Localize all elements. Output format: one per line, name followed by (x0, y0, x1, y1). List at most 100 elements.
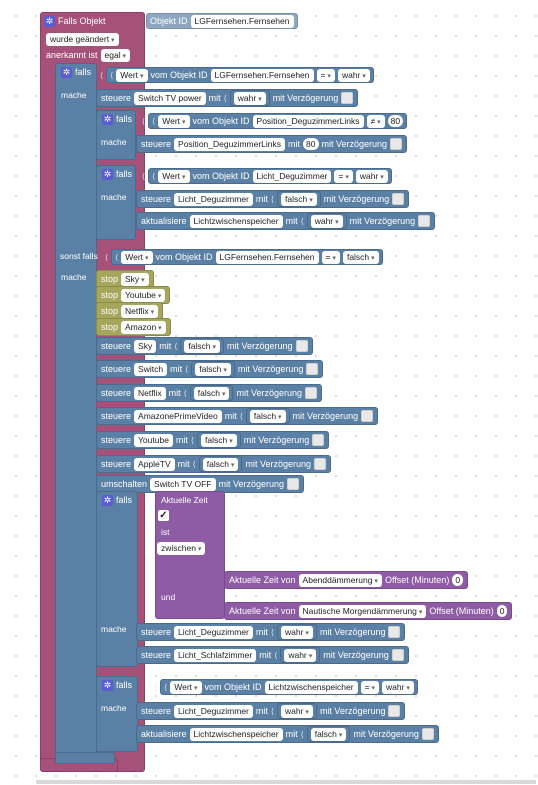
delay-checkbox[interactable] (388, 626, 401, 638)
value-block[interactable]: falsch (277, 191, 321, 207)
value-block[interactable]: wahr (280, 647, 321, 663)
value-block[interactable]: falsch (198, 456, 243, 472)
trigger-dropdown[interactable]: Netflix (121, 304, 159, 318)
if1-condition[interactable]: ⟨ ⟨ Wert vom Objekt ID LGFernsehen.Ferns… (96, 66, 378, 84)
delay-checkbox[interactable] (287, 478, 300, 490)
operator-dropdown[interactable]: = (316, 68, 335, 82)
delay-checkbox[interactable] (392, 193, 405, 205)
stop-block[interactable]: stop Netflix (96, 302, 164, 320)
steuere-block[interactable]: steuere Sky mit ⟨ falsch mit Verzögerung (96, 337, 313, 355)
delay-checkbox[interactable] (421, 728, 434, 740)
trigger-dropdown[interactable]: wurde geändert (46, 32, 119, 46)
value-dropdown[interactable]: falsch (281, 192, 317, 206)
ack-dropdown[interactable]: egal (100, 48, 131, 62)
gear-icon[interactable]: ✲ (102, 113, 113, 125)
object-field[interactable]: Lichtzwischenspeicher (189, 214, 283, 228)
object-field[interactable]: AppleTV (134, 457, 175, 471)
object-field[interactable]: Netflix (134, 386, 166, 400)
stop-block[interactable]: stop Sky (96, 270, 154, 288)
value-dropdown[interactable]: falsch (249, 409, 286, 423)
value-block[interactable]: falsch (191, 361, 235, 377)
object-id-block[interactable]: Objekt ID LGFernsehen.Fernsehen (146, 13, 298, 29)
value-dropdown[interactable]: Wert (170, 680, 202, 694)
number-field[interactable]: 80 (303, 138, 319, 150)
nested-a-condition[interactable]: ⟨ ⟨ Wert vom Objekt ID Position_Deguzimm… (138, 112, 411, 130)
delay-checkbox[interactable] (295, 340, 308, 352)
object-field[interactable]: Sky (134, 339, 157, 353)
steuere-block[interactable]: steuere AppleTV mit ⟨ falsch mit Verzöge… (96, 455, 331, 473)
value-dropdown[interactable]: wahr (281, 704, 313, 718)
stop-block[interactable]: stop Amazon (96, 318, 171, 336)
delay-checkbox[interactable] (391, 649, 404, 661)
object-field[interactable]: Licht_Deguzimmer (174, 704, 253, 718)
delay-checkbox[interactable] (390, 138, 403, 150)
time-value-block[interactable]: Aktuelle Zeit von Abenddämmerung Offset … (224, 571, 469, 589)
gear-icon[interactable]: ✲ (102, 494, 113, 506)
value-dropdown[interactable]: falsch (201, 433, 237, 447)
delay-checkbox[interactable] (361, 410, 374, 422)
steuere-block[interactable]: steuere Switch TV power mit ⟨ wahr mit V… (96, 89, 359, 107)
value-block[interactable]: wahr (306, 213, 347, 229)
steuere-block[interactable]: steuere Switch mit ⟨ falsch mit Verzöger… (96, 360, 324, 378)
object-field[interactable]: Licht_Deguzimmer (174, 192, 253, 206)
delay-checkbox[interactable] (341, 92, 354, 104)
nested-b-condition[interactable]: ⟨ ⟨ Wert vom Objekt ID Licht_Deguzimmer … (138, 167, 396, 185)
compare-block[interactable]: ⟨ Wert vom Objekt ID Lichtzwischenspeich… (160, 679, 418, 695)
horizontal-scrollbar[interactable] (36, 780, 536, 784)
delay-checkbox[interactable] (418, 215, 431, 227)
object-field[interactable]: Position_DeguzimmerLinks (174, 137, 286, 151)
steuere-block[interactable]: steuere Licht_Schlafzimmer mit ⟨ wahr mi… (136, 646, 409, 664)
object-field[interactable]: Licht_Deguzimmer (174, 625, 253, 639)
steuere-block[interactable]: steuere Netflix mit ⟨ falsch mit Verzöge… (96, 384, 323, 402)
value-dropdown[interactable]: wahr (284, 648, 317, 662)
value-dropdown[interactable]: Wert (158, 169, 190, 183)
object-field[interactable]: AmazonePrimeVideo (134, 409, 222, 423)
event-header[interactable]: ✲ Falls Objekt (40, 12, 145, 30)
steuere-block[interactable]: steuere Licht_Deguzimmer mit ⟨ falsch mi… (136, 190, 410, 208)
value-block[interactable]: falsch (189, 385, 234, 401)
offset-field[interactable]: 0 (452, 574, 464, 586)
value-dropdown[interactable]: wahr (281, 625, 313, 639)
object-field[interactable]: Switch TV power (134, 91, 206, 105)
object-field[interactable]: Licht_Schlafzimmer (174, 648, 257, 662)
trigger-dropdown[interactable]: Sky (121, 272, 149, 286)
stop-block[interactable]: stop Youtube (96, 286, 171, 304)
value-block[interactable]: falsch (180, 338, 225, 354)
delay-checkbox[interactable] (305, 387, 318, 399)
object-field[interactable]: LGFernsehen.Fernsehen (215, 250, 319, 264)
value-block[interactable]: wahr (277, 703, 317, 719)
time-value-block[interactable]: Aktuelle Zeit von Nautische Morgendämmer… (224, 602, 513, 620)
time-if-block[interactable] (96, 491, 138, 667)
time-checkbox[interactable]: ✓ (158, 510, 169, 521)
gear-icon[interactable]: ✲ (61, 66, 72, 78)
object-field[interactable]: Switch (134, 362, 168, 376)
delay-checkbox[interactable] (306, 363, 319, 375)
astro-dropdown[interactable]: Abenddämmerung (298, 573, 382, 587)
compare-block[interactable]: ⟨ Wert vom Objekt ID Position_Deguzimmer… (148, 113, 408, 129)
object-field[interactable]: Lichtzwischenspeicher (264, 680, 358, 694)
compare-value-dropdown[interactable]: falsch (342, 250, 379, 264)
gear-icon[interactable]: ✲ (44, 15, 55, 27)
value-block[interactable]: wahr (229, 90, 270, 106)
elseif-condition[interactable]: ⟨ ⟨ Wert vom Objekt ID LGFernsehen.Ferns… (101, 248, 387, 266)
steuere-block[interactable]: steuere Licht_Deguzimmer mit ⟨ wahr mit … (136, 623, 406, 641)
object-field[interactable]: LGFernsehen.Fernsehen (210, 68, 314, 82)
value-dropdown[interactable]: wahr (310, 214, 343, 228)
value-dropdown[interactable]: falsch (310, 727, 347, 741)
value-dropdown[interactable]: Wert (121, 250, 153, 264)
offset-field[interactable]: 0 (496, 605, 508, 617)
last-if-condition[interactable]: ⟨ ⟨ Wert vom Objekt ID Lichtzwischenspei… (150, 678, 422, 696)
steuere-block[interactable]: steuere Position_DeguzimmerLinks mit 80 … (136, 135, 408, 153)
gear-icon[interactable]: ✲ (102, 168, 113, 180)
compare-value-dropdown[interactable]: wahr (382, 680, 414, 694)
compare-value-dropdown[interactable]: wahr (337, 68, 370, 82)
value-dropdown[interactable]: falsch (184, 339, 221, 353)
steuere-block[interactable]: steuere Youtube mit ⟨ falsch mit Verzöge… (96, 431, 330, 449)
trigger-dropdown[interactable]: Amazon (121, 320, 166, 334)
operator-dropdown[interactable]: ≠ (366, 114, 385, 128)
steuere-block[interactable]: steuere AmazonePrimeVideo mit ⟨ falsch m… (96, 407, 379, 425)
compare-block[interactable]: ⟨ Wert vom Objekt ID Licht_Deguzimmer = … (148, 168, 392, 184)
value-dropdown[interactable]: falsch (202, 457, 239, 471)
operator-dropdown[interactable]: = (321, 250, 340, 264)
value-dropdown[interactable]: Wert (116, 68, 148, 82)
